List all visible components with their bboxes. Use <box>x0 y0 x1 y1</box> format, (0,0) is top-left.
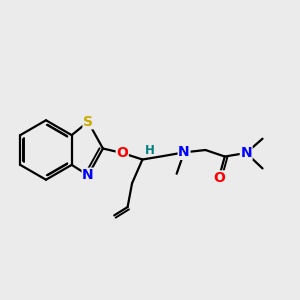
Text: H: H <box>145 144 155 157</box>
Text: S: S <box>83 115 93 129</box>
Text: N: N <box>178 146 190 159</box>
Text: O: O <box>213 171 225 185</box>
Text: N: N <box>240 146 252 160</box>
Text: N: N <box>82 168 94 182</box>
Text: O: O <box>116 146 128 160</box>
